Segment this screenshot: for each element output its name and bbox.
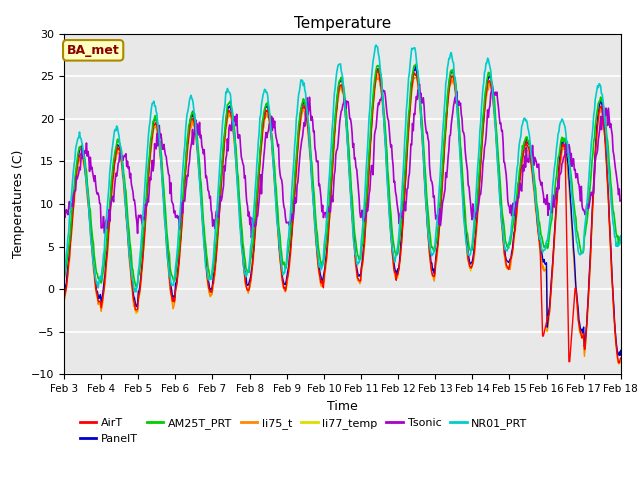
Tsonic (411, 112, 419, 118)
AirT (428, 264, 435, 270)
NR01_PRT (185, 104, 193, 109)
li75_t (411, 75, 419, 81)
Line: Tsonic: Tsonic (64, 84, 621, 238)
NR01_PRT (60, 272, 68, 277)
li75_t (428, 266, 435, 272)
Tsonic (70, 190, 78, 195)
PanelT (428, 260, 435, 266)
NR01_PRT (372, 42, 380, 48)
AM25T_PRT (185, 123, 193, 129)
AM25T_PRT (132, 284, 140, 289)
NR01_PRT (428, 253, 436, 259)
AirT (70, 197, 78, 203)
PanelT (616, 353, 624, 359)
li77_temp (214, 241, 221, 247)
AM25T_PRT (413, 61, 420, 67)
Tsonic (60, 195, 68, 201)
Tsonic (428, 179, 436, 184)
PanelT (214, 234, 221, 240)
Line: AM25T_PRT: AM25T_PRT (64, 64, 621, 287)
li77_temp (614, 361, 622, 367)
Y-axis label: Temperatures (C): Temperatures (C) (12, 150, 26, 258)
li77_temp (70, 197, 78, 203)
PanelT (70, 194, 78, 200)
AM25T_PRT (127, 253, 135, 259)
Tsonic (415, 81, 423, 87)
PanelT (127, 269, 135, 275)
Line: PanelT: PanelT (64, 64, 621, 356)
li77_temp (428, 264, 435, 270)
AM25T_PRT (214, 214, 222, 219)
AirT (617, 355, 625, 361)
li75_t (214, 243, 221, 249)
Tsonic (248, 235, 255, 240)
Legend: AirT, PanelT, AM25T_PRT, li75_t, li77_temp, Tsonic, NR01_PRT: AirT, PanelT, AM25T_PRT, li75_t, li77_te… (75, 414, 532, 448)
li75_t (375, 74, 383, 80)
Tsonic (184, 173, 192, 179)
Line: AirT: AirT (64, 69, 621, 363)
AM25T_PRT (428, 245, 436, 251)
li75_t (616, 361, 623, 367)
li75_t (60, 299, 68, 305)
PanelT (410, 67, 418, 72)
NR01_PRT (127, 269, 135, 275)
li75_t (184, 144, 192, 149)
li77_temp (60, 299, 68, 304)
NR01_PRT (70, 162, 78, 168)
li75_t (127, 281, 135, 287)
PanelT (60, 296, 68, 301)
AirT (616, 360, 623, 366)
NR01_PRT (214, 189, 222, 195)
li75_t (70, 202, 78, 207)
NR01_PRT (131, 289, 138, 295)
AirT (374, 66, 382, 72)
Line: li77_temp: li77_temp (64, 72, 621, 364)
NR01_PRT (412, 49, 419, 55)
PanelT (412, 61, 419, 67)
Line: li75_t: li75_t (64, 77, 621, 364)
AM25T_PRT (70, 187, 78, 192)
AM25T_PRT (60, 276, 68, 282)
PanelT (184, 140, 192, 146)
AirT (127, 276, 135, 281)
li77_temp (411, 72, 419, 78)
AirT (60, 296, 68, 302)
PanelT (617, 348, 625, 353)
li75_t (617, 359, 625, 365)
NR01_PRT (617, 233, 625, 239)
X-axis label: Time: Time (327, 400, 358, 413)
Tsonic (214, 214, 221, 219)
AirT (214, 238, 221, 243)
AirT (411, 71, 419, 76)
Line: NR01_PRT: NR01_PRT (64, 45, 621, 292)
Tsonic (617, 198, 625, 204)
Title: Temperature: Temperature (294, 16, 391, 31)
Tsonic (127, 181, 135, 187)
Text: BA_met: BA_met (67, 44, 120, 57)
AM25T_PRT (617, 236, 625, 242)
li77_temp (184, 141, 192, 146)
AirT (184, 140, 192, 146)
li77_temp (374, 70, 382, 75)
AM25T_PRT (411, 62, 419, 68)
li77_temp (617, 358, 625, 363)
li77_temp (127, 279, 135, 285)
